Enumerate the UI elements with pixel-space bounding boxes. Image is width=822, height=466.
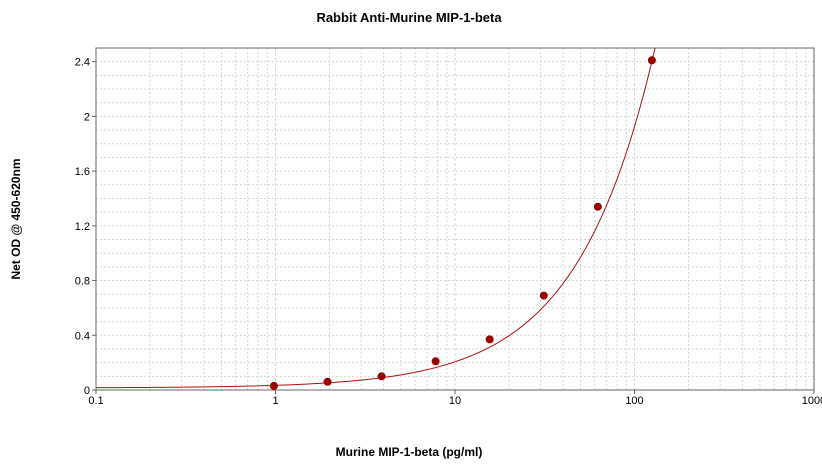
y-tick-label: 0.4: [75, 330, 90, 342]
data-point: [431, 357, 440, 366]
y-tick-label: 1.2: [75, 221, 90, 233]
grid: [96, 48, 814, 390]
y-tick-label: 2.4: [75, 57, 90, 69]
y-tick-label: 0.8: [75, 276, 90, 288]
data-point: [539, 291, 548, 300]
y-axis-label: Net OD @ 450-620nm: [9, 158, 23, 279]
data-points: [269, 56, 656, 390]
data-point: [647, 56, 656, 65]
y-tick-label: 0: [84, 385, 90, 397]
y-tick-label: 1.6: [75, 166, 90, 178]
chart-title: Rabbit Anti-Murine MIP-1-beta: [316, 10, 502, 25]
y-axis: 0 0.4 0.8 1.2 1.6 2 2.4: [75, 57, 96, 397]
data-point: [593, 202, 602, 211]
x-tick-label: 100: [625, 395, 643, 407]
data-point: [323, 377, 332, 386]
y-tick-label: 2: [84, 111, 90, 123]
data-point: [269, 381, 278, 390]
data-point: [485, 335, 494, 344]
x-tick-label: 10: [449, 395, 461, 407]
x-tick-label: 0.1: [88, 395, 103, 407]
x-tick-label: 1: [272, 395, 278, 407]
x-axis-label: Murine MIP-1-beta (pg/ml): [336, 445, 483, 459]
data-point: [377, 372, 386, 381]
